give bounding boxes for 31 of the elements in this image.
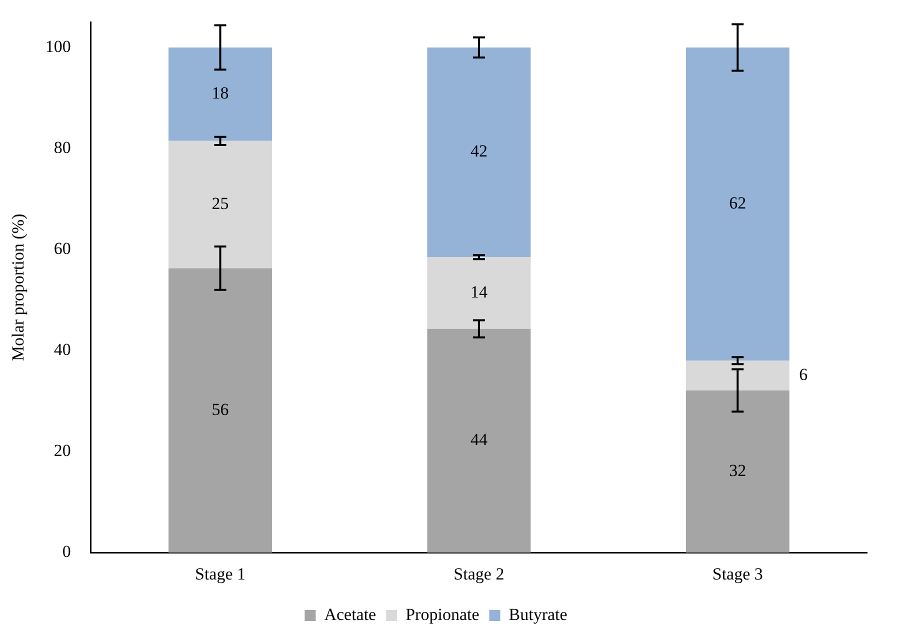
data-label: 42 [470,142,488,161]
bar [686,390,790,553]
y-tick-label: 60 [54,238,71,258]
y-tick-label: 40 [54,340,71,360]
x-tick-label: Stage 1 [194,564,246,584]
bar [168,140,272,268]
bar [686,360,790,390]
y-tick-label: 20 [54,441,71,460]
x-tick-label: Stage 3 [712,564,763,584]
legend-label: Acetate [324,604,376,624]
bar [168,268,272,553]
bar [427,328,531,553]
y-tick-label: 0 [62,542,71,562]
bar [686,47,790,361]
x-tick-label: Stage 2 [454,564,504,584]
bar [427,47,531,258]
legend-label: Propionate [406,604,480,624]
bar [427,257,531,329]
legend-label: Butyrate [508,604,568,624]
y-tick-label: 100 [45,36,71,56]
data-label: 62 [729,194,746,213]
data-label: 14 [470,282,488,302]
data-label: 18 [212,84,229,103]
data-label: 44 [470,430,488,450]
data-label: 56 [212,400,229,419]
data-label: 6 [799,365,808,384]
bar [168,47,272,141]
data-label: 25 [212,194,229,214]
data-label: 32 [729,460,746,480]
y-tick-label: 80 [54,138,71,157]
y-axis-title: Molar proportion (%) [8,214,28,362]
